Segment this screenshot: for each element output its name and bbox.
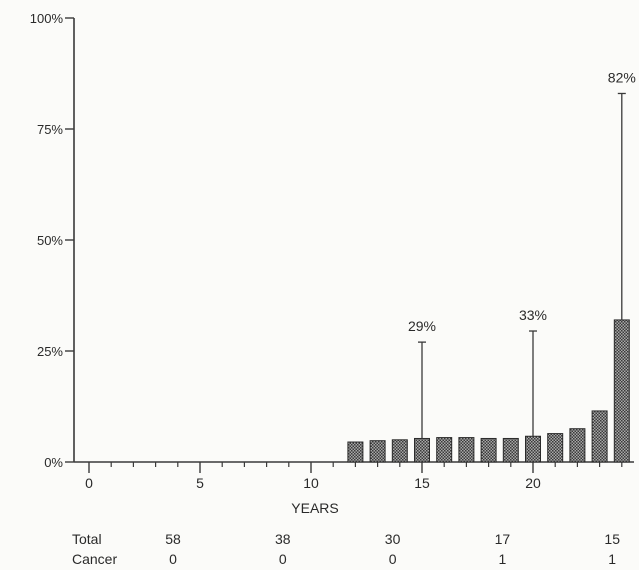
error-bar-label: 82% (608, 69, 636, 85)
risk-cell: 0 (279, 551, 287, 567)
bar (414, 437, 430, 463)
x-tick-label: 15 (414, 475, 430, 491)
risk-cell: 30 (385, 531, 401, 547)
x-axis: 0 5 10 15 20 (74, 461, 634, 491)
bar (458, 437, 475, 463)
risk-cell: 0 (169, 551, 177, 567)
bar (391, 439, 408, 463)
risk-cell: 15 (604, 531, 620, 547)
bar (436, 437, 453, 463)
risk-cell: 1 (499, 551, 507, 567)
risk-cell: 38 (275, 531, 291, 547)
x-tick-label: 0 (85, 475, 93, 491)
bar (480, 437, 497, 463)
y-tick-label: 50% (37, 233, 63, 248)
risk-table: Total58383017154Cancer000111 (72, 531, 620, 567)
bar (569, 428, 586, 463)
bar (591, 410, 608, 463)
y-tick-label: 25% (37, 344, 63, 359)
error-bar-label: 29% (408, 318, 436, 334)
y-tick-label: 0% (44, 455, 63, 470)
bars (347, 319, 630, 463)
x-tick-label: 5 (196, 475, 204, 491)
bar (525, 435, 541, 463)
bar (547, 433, 564, 463)
risk-row-label: Cancer (72, 551, 117, 567)
bar (613, 319, 630, 463)
risk-cell: 0 (389, 551, 397, 567)
risk-cell: 1 (608, 551, 616, 567)
y-axis: 0% 25% 50% 75% 100% (30, 11, 75, 470)
error-bars: 29% 33% 82% (408, 69, 636, 439)
x-axis-label: YEARS (291, 500, 338, 516)
x-tick-label: 10 (303, 475, 319, 491)
bar (369, 440, 386, 463)
y-tick-label: 75% (37, 122, 63, 137)
error-bar-label: 33% (519, 307, 547, 323)
bar (502, 437, 519, 463)
y-tick-label: 100% (30, 11, 64, 26)
bar (347, 441, 364, 463)
risk-row-label: Total (72, 531, 102, 547)
x-tick-label: 20 (525, 475, 541, 491)
risk-cell: 17 (495, 531, 511, 547)
risk-cell: 58 (165, 531, 181, 547)
